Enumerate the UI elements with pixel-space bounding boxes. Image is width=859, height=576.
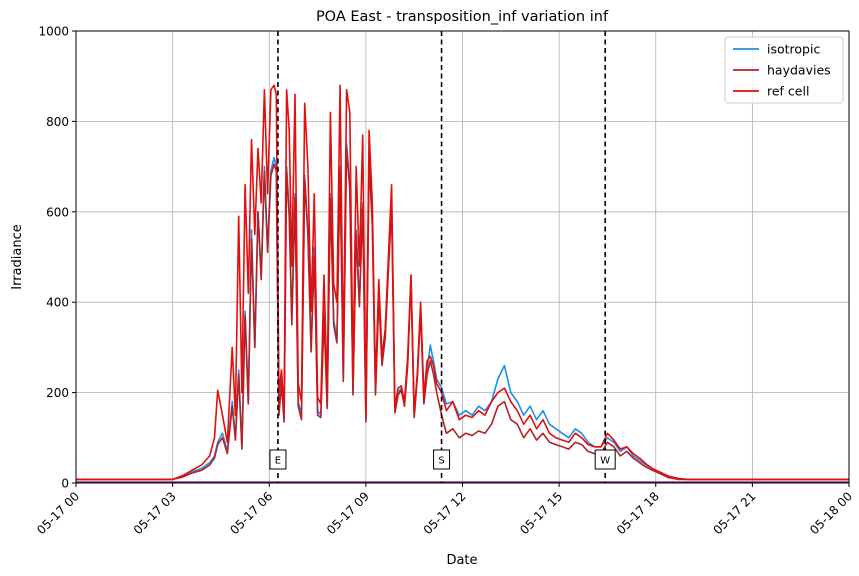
legend-box [724,36,844,104]
series-layer [76,84,849,483]
series-line-ref-cell [76,84,849,481]
x-tick-label-0: 05-17 00 [34,489,82,537]
x-tick-label-2: 05-17 06 [227,489,275,537]
y-tick-label-1: 200 [46,386,69,400]
marker-box-W [594,449,616,470]
y-tick-label-3: 600 [46,205,69,219]
legend: isotropic haydavies ref cell [724,36,844,104]
x-tick-label-1: 05-17 03 [131,489,179,537]
marker-label-W: W [600,456,610,467]
legend-label-ref-cell: ref cell [767,84,809,99]
y-tick-label-2: 400 [46,296,69,310]
y-tick-label-0: 0 [61,477,69,491]
y-axis-ticks: 0 200 400 600 800 1000 [38,25,76,491]
legend-label-haydavies: haydavies [767,63,831,78]
marker-label-E: E [275,456,281,467]
x-axis-label: Date [446,553,477,568]
marker-box-S [433,449,451,470]
x-tick-label-6: 05-17 18 [614,489,662,537]
y-tick-label-5: 1000 [38,25,69,39]
x-tick-label-3: 05-17 09 [324,489,372,537]
chart-title: POA East - transposition_inf variation i… [316,9,609,25]
x-tick-label-8: 05-18 00 [807,489,855,537]
x-axis-ticks: 05-17 00 05-17 03 05-17 06 05-17 09 05-17 12… [34,483,855,537]
marker-label-S: S [438,456,444,467]
x-tick-label-7: 05-17 21 [710,489,758,537]
x-tick-label-4: 05-17 12 [421,489,469,537]
legend-label-isotropic: isotropic [767,42,820,57]
y-axis-label: Irradiance [10,224,25,289]
marker-box-E [269,449,287,470]
x-tick-label-5: 05-17 15 [517,489,565,537]
y-tick-label-4: 800 [46,115,69,129]
